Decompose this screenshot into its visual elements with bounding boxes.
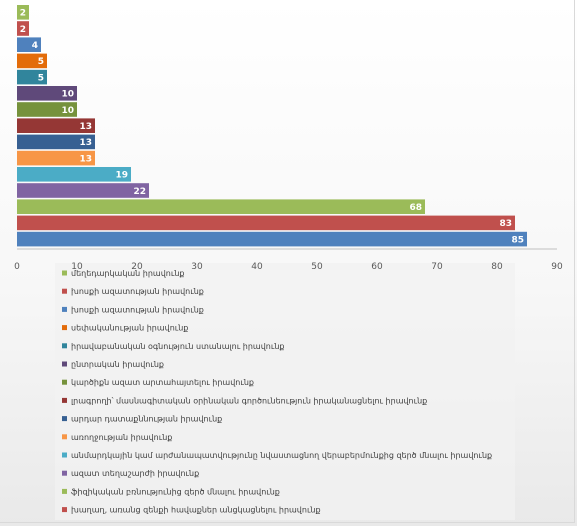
bar: [17, 167, 131, 182]
legend-swatch: [62, 343, 67, 349]
legend-swatch: [62, 361, 67, 367]
bar: [17, 183, 149, 198]
x-tick-label: 30: [191, 262, 203, 272]
legend-swatch: [62, 434, 67, 440]
bar: [17, 69, 47, 85]
legend-swatch: [62, 488, 67, 494]
data-label: 19: [115, 171, 128, 181]
data-label: 83: [499, 219, 512, 229]
legend-label: անմարդկային կամ արժանապատվությունը նվաստ…: [71, 451, 492, 460]
legend-label: կարծիքն ազատ արտահայտելու իրավունք: [71, 378, 254, 387]
x-tick-label: 50: [311, 262, 323, 272]
legend-label: մեղեդարկական իրավունք: [71, 269, 185, 278]
legend: մեղեդարկական իրավունք խոսքի ազատության իր…: [62, 269, 492, 515]
x-tick-label: 0: [14, 262, 20, 272]
legend-label: խոսքի ազատության իրավունք: [71, 287, 204, 296]
bar: [17, 199, 425, 214]
data-label: 13: [79, 138, 92, 148]
x-tick-label: 80: [491, 262, 503, 272]
data-label: 10: [61, 90, 74, 100]
x-tick-label: 90: [551, 262, 563, 272]
bar: [17, 134, 95, 150]
bar: [17, 215, 515, 231]
x-tick-label: 70: [431, 262, 443, 272]
data-label: 13: [79, 122, 92, 132]
bar: [17, 86, 77, 101]
data-label: 22: [133, 187, 146, 197]
bar: [17, 231, 527, 247]
legend-box: [55, 263, 515, 520]
x-tick-label: 20: [131, 262, 143, 272]
legend-swatch: [62, 507, 67, 513]
bar: [17, 53, 47, 69]
legend-label: լրագրողի՝ մասնագիտական օրինական գործունե…: [71, 395, 427, 405]
data-label: 5: [38, 73, 44, 83]
legend-label: խոսքի ազատության իրավունք: [71, 305, 204, 314]
legend-background: [55, 263, 515, 520]
bar: [17, 21, 29, 36]
legend-label: սեփականության իրավունք: [71, 324, 188, 333]
bar: [17, 5, 29, 20]
bar: [17, 37, 41, 52]
data-label: 10: [61, 106, 74, 116]
data-label: 4: [32, 41, 38, 51]
legend-swatch: [62, 325, 67, 331]
x-tick-label: 40: [251, 262, 263, 272]
data-label: 13: [79, 154, 92, 164]
legend-swatch: [62, 379, 67, 385]
x-axis: 0 10 20 30 40 50 60 70 80 90: [14, 248, 563, 272]
legend-label: արդար դատաքննության իրավունք: [71, 415, 222, 424]
bar: [17, 118, 95, 133]
legend-swatch: [62, 288, 67, 294]
data-label: 68: [409, 203, 422, 213]
legend-label: ազատ տեղաշարժի իրավունք: [71, 469, 199, 478]
legend-label: ընտրական իրավունք: [71, 360, 164, 369]
legend-swatch: [62, 470, 67, 476]
legend-swatch: [62, 416, 67, 422]
x-tick-label: 60: [371, 262, 383, 272]
bar: [17, 150, 95, 166]
legend-swatch: [62, 270, 67, 276]
x-tick-label: 10: [71, 262, 83, 272]
bar: [17, 102, 77, 117]
legend-label: ֆիզիկական բռնությունից զերծ մնալու իրավո…: [71, 487, 280, 496]
legend-swatch: [62, 452, 67, 458]
legend-label: իրավաբանական օգնություն ստանալու իրավուն…: [71, 342, 284, 351]
data-label: 5: [38, 57, 44, 67]
data-label: 85: [511, 235, 524, 245]
data-label: 2: [20, 25, 26, 35]
bars: [17, 5, 527, 247]
legend-swatch: [62, 306, 67, 312]
legend-label: առողջության իրավունք: [71, 433, 172, 442]
legend-swatch: [62, 397, 67, 403]
legend-label: խաղաղ, առանց զենքի հավաքներ անցկացնելու …: [71, 506, 321, 515]
data-label: 2: [20, 9, 26, 19]
